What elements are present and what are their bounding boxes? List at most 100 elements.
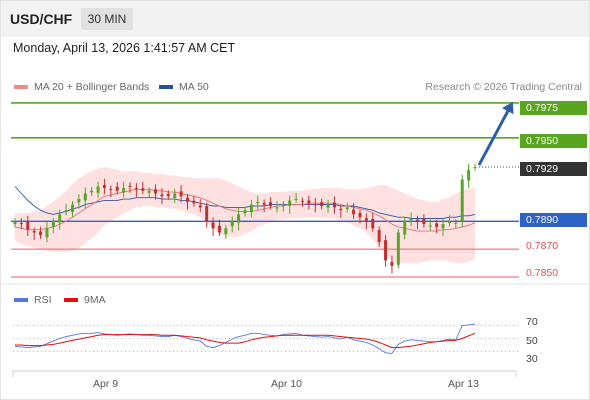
candle-body — [320, 202, 324, 207]
candle-body — [460, 179, 464, 222]
candle-body — [269, 202, 273, 207]
candle-body — [377, 230, 381, 243]
candle-body — [403, 221, 407, 235]
candle-body — [422, 218, 426, 225]
candle-body — [396, 232, 400, 265]
header-bar: USD/CHF 30 MIN — [1, 1, 589, 37]
candle-body — [313, 204, 317, 206]
legend-rsi: RSI — [14, 294, 52, 306]
candle-body — [45, 228, 49, 238]
candle-body — [332, 202, 336, 208]
candle-body — [301, 201, 304, 203]
candle-body — [364, 218, 368, 222]
forecast-arrow-line — [477, 108, 511, 166]
candle-body — [96, 186, 100, 193]
candle-body — [77, 199, 81, 203]
candle-body — [134, 187, 138, 190]
candle-body — [345, 207, 349, 210]
target2-tag: 0.7975 — [520, 101, 587, 115]
candle-body — [249, 204, 253, 213]
candle-body — [198, 205, 202, 208]
candle-body — [186, 197, 189, 202]
candle-body — [352, 209, 356, 215]
legend-rsi-label: RSI — [34, 294, 52, 306]
candle-body — [122, 187, 126, 193]
legend-ma20: MA 20 + Bollinger Bands — [14, 81, 149, 93]
current-price-tag: 0.7929 — [520, 162, 587, 176]
candle-body — [166, 193, 170, 197]
candle-body — [435, 223, 439, 227]
research-credit: Research © 2026 Trading Central — [425, 81, 582, 93]
candle-body — [441, 224, 445, 229]
rsi-tick-50: 50 — [526, 335, 538, 347]
candle-body — [115, 186, 119, 191]
candle-body — [109, 188, 113, 190]
candle-body — [83, 193, 87, 201]
candle-body — [447, 221, 451, 224]
candle-body — [147, 190, 151, 193]
candle-body — [473, 167, 477, 169]
candle-body — [32, 231, 36, 233]
candle-body — [102, 185, 106, 188]
chart-timestamp: Monday, April 13, 2026 1:41:57 AM CET — [13, 41, 236, 55]
legend-ma20-label: MA 20 + Bollinger Bands — [34, 81, 150, 93]
x-label-apr9: Apr 9 — [93, 378, 119, 390]
candle-body — [281, 204, 285, 206]
support1-label: 0.7870 — [526, 240, 559, 252]
candle-body — [211, 222, 215, 229]
candle-body — [326, 204, 330, 208]
candle-body — [371, 218, 375, 229]
candle-body — [58, 214, 62, 223]
candle-body — [179, 191, 183, 197]
candle-body — [358, 212, 362, 218]
candle-body — [454, 222, 458, 224]
candle-body — [262, 202, 266, 205]
candle-body — [128, 185, 132, 187]
candle-body — [71, 204, 74, 212]
candle-body — [243, 210, 247, 214]
candle-body — [339, 208, 343, 211]
candle-body — [13, 221, 17, 225]
legend-ma50-label: MA 50 — [179, 81, 209, 93]
candle-body — [237, 214, 241, 223]
candle-body — [428, 225, 432, 227]
candle-body — [384, 240, 388, 261]
target1-tag: 0.7950 — [520, 134, 587, 148]
candle-body — [173, 193, 177, 199]
candle-body — [294, 199, 298, 201]
candle-body — [154, 189, 158, 194]
candle-body — [256, 201, 260, 204]
candle-body — [160, 194, 164, 197]
support2-label: 0.7850 — [526, 267, 559, 279]
candle-body — [141, 188, 145, 191]
legend-9ma-label: 9MA — [84, 294, 106, 306]
candle-body — [39, 231, 43, 236]
timeframe-badge[interactable]: 30 MIN — [81, 8, 133, 30]
candle-body — [390, 261, 394, 266]
candle-body — [307, 200, 311, 204]
candle-body — [288, 200, 292, 207]
rsi-tick-30: 30 — [526, 353, 538, 365]
rsi-tick-70: 70 — [526, 316, 538, 328]
candle-body — [51, 221, 55, 227]
ma20-swatch — [14, 85, 28, 89]
ma50-swatch — [159, 85, 173, 89]
candle-body — [467, 169, 471, 181]
symbol-title: USD/CHF — [10, 11, 73, 27]
legend-9ma: 9MA — [64, 294, 106, 306]
pivot-tag: 0.7890 — [520, 213, 587, 227]
x-label-apr13: Apr 13 — [448, 378, 479, 390]
candle-body — [26, 222, 30, 230]
x-label-apr10: Apr 10 — [271, 378, 302, 390]
rsi-swatch — [14, 298, 28, 302]
rsi-ma-line — [15, 332, 476, 349]
candle-body — [205, 206, 209, 222]
candle-body — [416, 219, 419, 222]
forecast-arrow-head — [502, 101, 514, 115]
candle-body — [230, 221, 234, 227]
legend-ma50: MA 50 — [159, 81, 209, 93]
candle-body — [224, 228, 228, 235]
ma9-swatch — [64, 298, 78, 302]
